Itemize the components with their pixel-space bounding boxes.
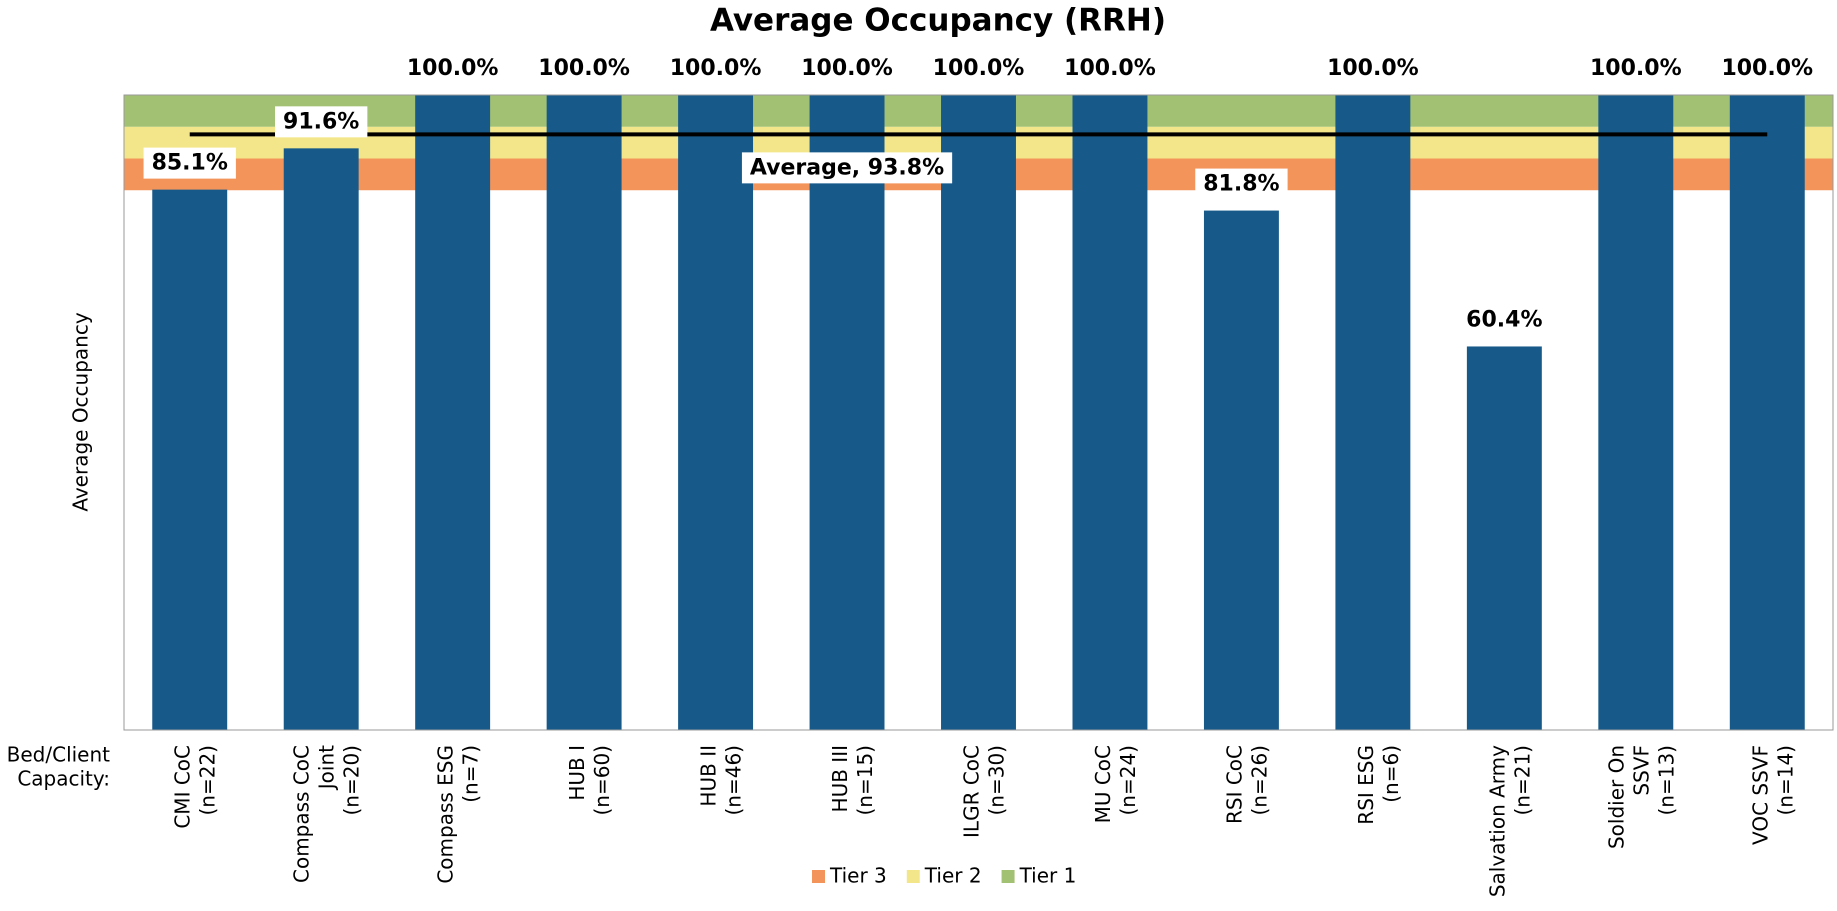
x-tick-label: (n=14)	[1773, 745, 1797, 816]
x-tick-label: CMI CoC	[171, 745, 195, 829]
x-tick-label: (n=20)	[340, 745, 364, 816]
data-label-box	[924, 53, 1033, 84]
x-axis-label: Bed/Client	[7, 743, 111, 767]
data-label-box	[530, 53, 638, 84]
data-label: 60.4%	[1466, 307, 1542, 332]
data-label-box	[398, 53, 507, 84]
bar	[1598, 95, 1674, 730]
x-tick-label: (n=22)	[196, 745, 220, 816]
data-label: 100.0%	[407, 56, 499, 81]
average-label: Average, 93.8%	[750, 155, 944, 180]
x-tick-label: (n=6)	[1379, 745, 1403, 803]
x-tick-label: (n=21)	[1510, 745, 1534, 816]
data-label-box	[143, 147, 236, 179]
data-label-box	[1319, 53, 1427, 84]
bar	[678, 95, 754, 730]
data-label-box	[1195, 168, 1288, 200]
data-label: 100.0%	[670, 56, 762, 81]
x-axis-label: Capacity:	[17, 767, 110, 791]
bar	[1203, 210, 1279, 730]
legend-swatch	[906, 870, 920, 883]
legend-swatch	[812, 870, 825, 883]
x-tick-label: MU CoC	[1091, 745, 1115, 823]
data-label: 100.0%	[1590, 56, 1682, 81]
x-tick-label: ILGR CoC	[960, 745, 984, 838]
x-tick-label: Joint	[315, 745, 339, 791]
x-tick-label: (n=26)	[1247, 745, 1271, 816]
data-label: 100.0%	[1327, 56, 1419, 81]
bar	[1466, 346, 1542, 730]
x-tick-label: HUB I	[565, 745, 589, 801]
data-label: 100.0%	[1721, 56, 1813, 81]
data-label-box	[1056, 53, 1164, 84]
x-tick-label: Compass CoC	[290, 745, 314, 883]
bar	[1335, 95, 1411, 730]
x-tick-label: RSI ESG	[1354, 745, 1378, 825]
legend-label: Tier 3	[829, 864, 887, 888]
y-axis-label: Average Occupancy	[69, 312, 93, 512]
bar	[1729, 95, 1805, 730]
data-label: 91.6%	[283, 109, 359, 134]
data-label: 100.0%	[801, 56, 893, 81]
data-label-box	[661, 53, 770, 84]
bar	[941, 95, 1016, 730]
data-label-box	[793, 53, 901, 84]
data-label-box	[275, 106, 368, 138]
x-tick-label: (n=60)	[590, 745, 614, 816]
legend-swatch	[1001, 870, 1015, 883]
legend-label: Tier 2	[924, 864, 982, 888]
data-label: 100.0%	[1064, 56, 1156, 81]
data-label: 85.1%	[152, 151, 228, 176]
x-tick-label: SSVF	[1629, 745, 1653, 796]
data-label-box	[1713, 53, 1822, 84]
x-tick-label: Soldier On	[1604, 745, 1628, 849]
chart-title: Average Occupancy (RRH)	[710, 3, 1166, 39]
average-label-box	[741, 152, 953, 184]
x-tick-label: RSI CoC	[1222, 745, 1246, 824]
x-tick-label: HUB II	[697, 745, 721, 807]
bar	[1072, 95, 1148, 730]
data-label: 81.8%	[1203, 172, 1279, 197]
data-label: 100.0%	[538, 56, 630, 81]
x-tick-label: HUB III	[828, 745, 852, 812]
x-tick-label: (n=46)	[722, 745, 746, 816]
x-tick-label: (n=24)	[1116, 745, 1140, 816]
bar	[283, 148, 359, 731]
legend-label: Tier 1	[1019, 864, 1077, 888]
x-tick-label: Compass ESG	[434, 745, 458, 884]
data-label-box	[1458, 304, 1551, 336]
x-tick-label: (n=15)	[853, 745, 877, 816]
data-label-box	[1581, 53, 1690, 84]
data-label: 100.0%	[933, 56, 1025, 81]
x-tick-label: Salvation Army	[1485, 745, 1509, 897]
bar	[415, 95, 491, 730]
plot-frame	[123, 94, 1834, 731]
bar	[546, 95, 622, 730]
bar	[152, 189, 228, 731]
x-tick-label: (n=7)	[459, 745, 483, 803]
x-tick-label: (n=30)	[985, 745, 1009, 816]
bar	[809, 95, 885, 730]
x-tick-label: VOC SSVF	[1748, 745, 1772, 845]
x-tick-label: (n=13)	[1654, 745, 1678, 816]
